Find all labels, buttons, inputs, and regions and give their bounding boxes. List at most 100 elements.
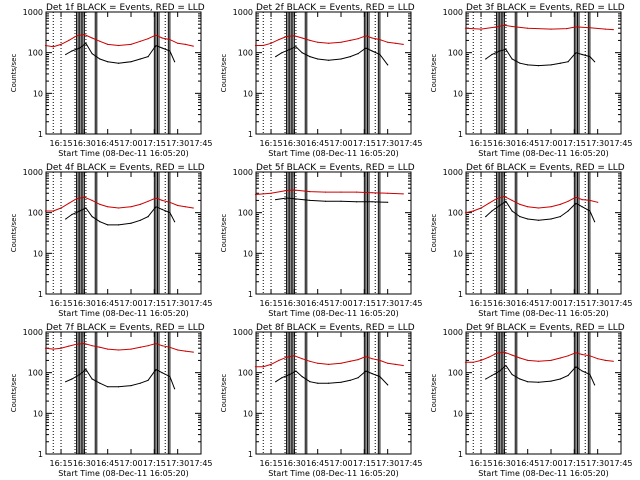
data-point (511, 373, 513, 376)
x-tick-label: 17:15 (143, 299, 166, 308)
data-point (324, 200, 327, 202)
data-point (83, 196, 85, 198)
data-point (184, 350, 186, 352)
data-point (371, 373, 373, 375)
data-point (44, 347, 47, 349)
data-point (480, 207, 482, 209)
x-tick-label: 16:15 (470, 139, 493, 148)
x-tick-label: 17:30 (376, 459, 399, 468)
plot-frame (45, 11, 202, 135)
x-tick-label: 16:15 (50, 459, 73, 468)
data-point (155, 342, 157, 345)
data-point (293, 355, 295, 357)
data-point (559, 62, 561, 64)
x-tick-label: 16:30 (493, 139, 516, 148)
data-point (499, 370, 501, 372)
data-point (174, 61, 176, 63)
data-point (550, 218, 552, 220)
data-point (91, 37, 93, 39)
data-point (270, 192, 272, 194)
data-point (177, 42, 179, 44)
data-point (550, 206, 552, 208)
x-tick-label: 17:15 (563, 139, 586, 148)
x-tick-label: 17:00 (119, 139, 142, 148)
data-point (262, 44, 264, 47)
x-tick-label: 16:30 (73, 139, 96, 148)
data-point (301, 376, 303, 378)
y-tick-label: 1 (458, 290, 463, 299)
x-tick-label: 17:45 (609, 299, 632, 308)
x-tick-label: 16:45 (516, 459, 539, 468)
panel-7: Det 7f BLACK = Events, RED = LLD 1 10 100 10… (10, 323, 213, 478)
data-point (68, 202, 70, 204)
data-point (519, 62, 521, 64)
data-point (174, 221, 176, 223)
events-series-line (485, 200, 596, 222)
data-point (184, 206, 186, 208)
data-point (91, 199, 93, 201)
data-point (511, 199, 513, 201)
data-point (488, 202, 490, 204)
data-point (488, 356, 490, 358)
lld-series-line (255, 355, 404, 368)
data-point (270, 363, 272, 365)
data-point (309, 56, 311, 58)
data-point (387, 64, 389, 66)
data-point (349, 39, 351, 42)
data-point (550, 359, 552, 361)
data-point (538, 360, 540, 362)
panel-title: Det 1f BLACK = Events, RED = LLD (46, 3, 205, 13)
data-point (365, 47, 367, 49)
lld-series-line (45, 33, 194, 48)
x-tick-label: 17:00 (539, 299, 562, 308)
x-tick-label: 16:45 (306, 459, 329, 468)
data-point (349, 379, 351, 381)
data-point (575, 26, 577, 28)
x-axis-label: Start Time (08-Dec-11 16:05:20) (268, 469, 399, 478)
x-axis-label: Start Time (08-Dec-11 16:05:20) (268, 149, 399, 158)
data-point (147, 216, 149, 218)
data-point (464, 361, 467, 363)
x-axis-label: Start Time (08-Dec-11 16:05:20) (58, 469, 189, 478)
data-point (472, 361, 474, 363)
data-point (612, 29, 614, 31)
y-tick-label: 100 (448, 209, 463, 218)
data-point (275, 56, 277, 58)
data-point (60, 43, 62, 46)
x-tick-label: 16:45 (516, 139, 539, 148)
x-tick-label: 17:45 (189, 299, 212, 308)
data-point (130, 385, 132, 387)
data-point (491, 53, 493, 56)
lld-series-line (45, 342, 194, 353)
data-point (309, 191, 311, 193)
data-point (161, 199, 163, 201)
x-tick-label: 17:15 (353, 299, 376, 308)
data-point (550, 380, 552, 382)
events-series-line (485, 364, 596, 386)
panel-4: Det 4f BLACK = Events, RED = LLD 1 10 100 10… (10, 163, 213, 318)
data-point (340, 58, 342, 60)
data-point (262, 366, 264, 368)
x-tick-label: 17:00 (329, 139, 352, 148)
data-point (76, 343, 78, 345)
data-point (83, 33, 85, 36)
data-point (192, 45, 194, 47)
x-tick-label: 17:15 (143, 139, 166, 148)
panel-8: Det 8f BLACK = Events, RED = LLD 1 10 100 10… (220, 323, 423, 478)
data-point (130, 222, 132, 224)
data-point (60, 207, 62, 209)
data-point (340, 362, 342, 364)
data-point (107, 43, 109, 46)
data-point (281, 52, 283, 54)
data-point (147, 345, 149, 347)
y-tick-label: 1000 (23, 328, 43, 337)
x-tick-label: 16:30 (283, 139, 306, 148)
data-point (254, 44, 257, 47)
y-tick-label: 1000 (443, 328, 463, 337)
data-point (161, 208, 163, 210)
data-point (340, 381, 342, 383)
x-tick-label: 17:15 (353, 459, 376, 468)
data-point (485, 216, 487, 218)
data-point (278, 39, 280, 41)
y-tick-label: 1000 (23, 8, 43, 17)
